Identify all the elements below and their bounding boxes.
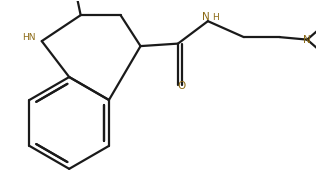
Text: N: N [202,12,209,22]
Text: HN: HN [22,33,35,42]
Text: H: H [212,13,219,22]
Text: N: N [303,35,311,45]
Text: O: O [178,81,186,91]
